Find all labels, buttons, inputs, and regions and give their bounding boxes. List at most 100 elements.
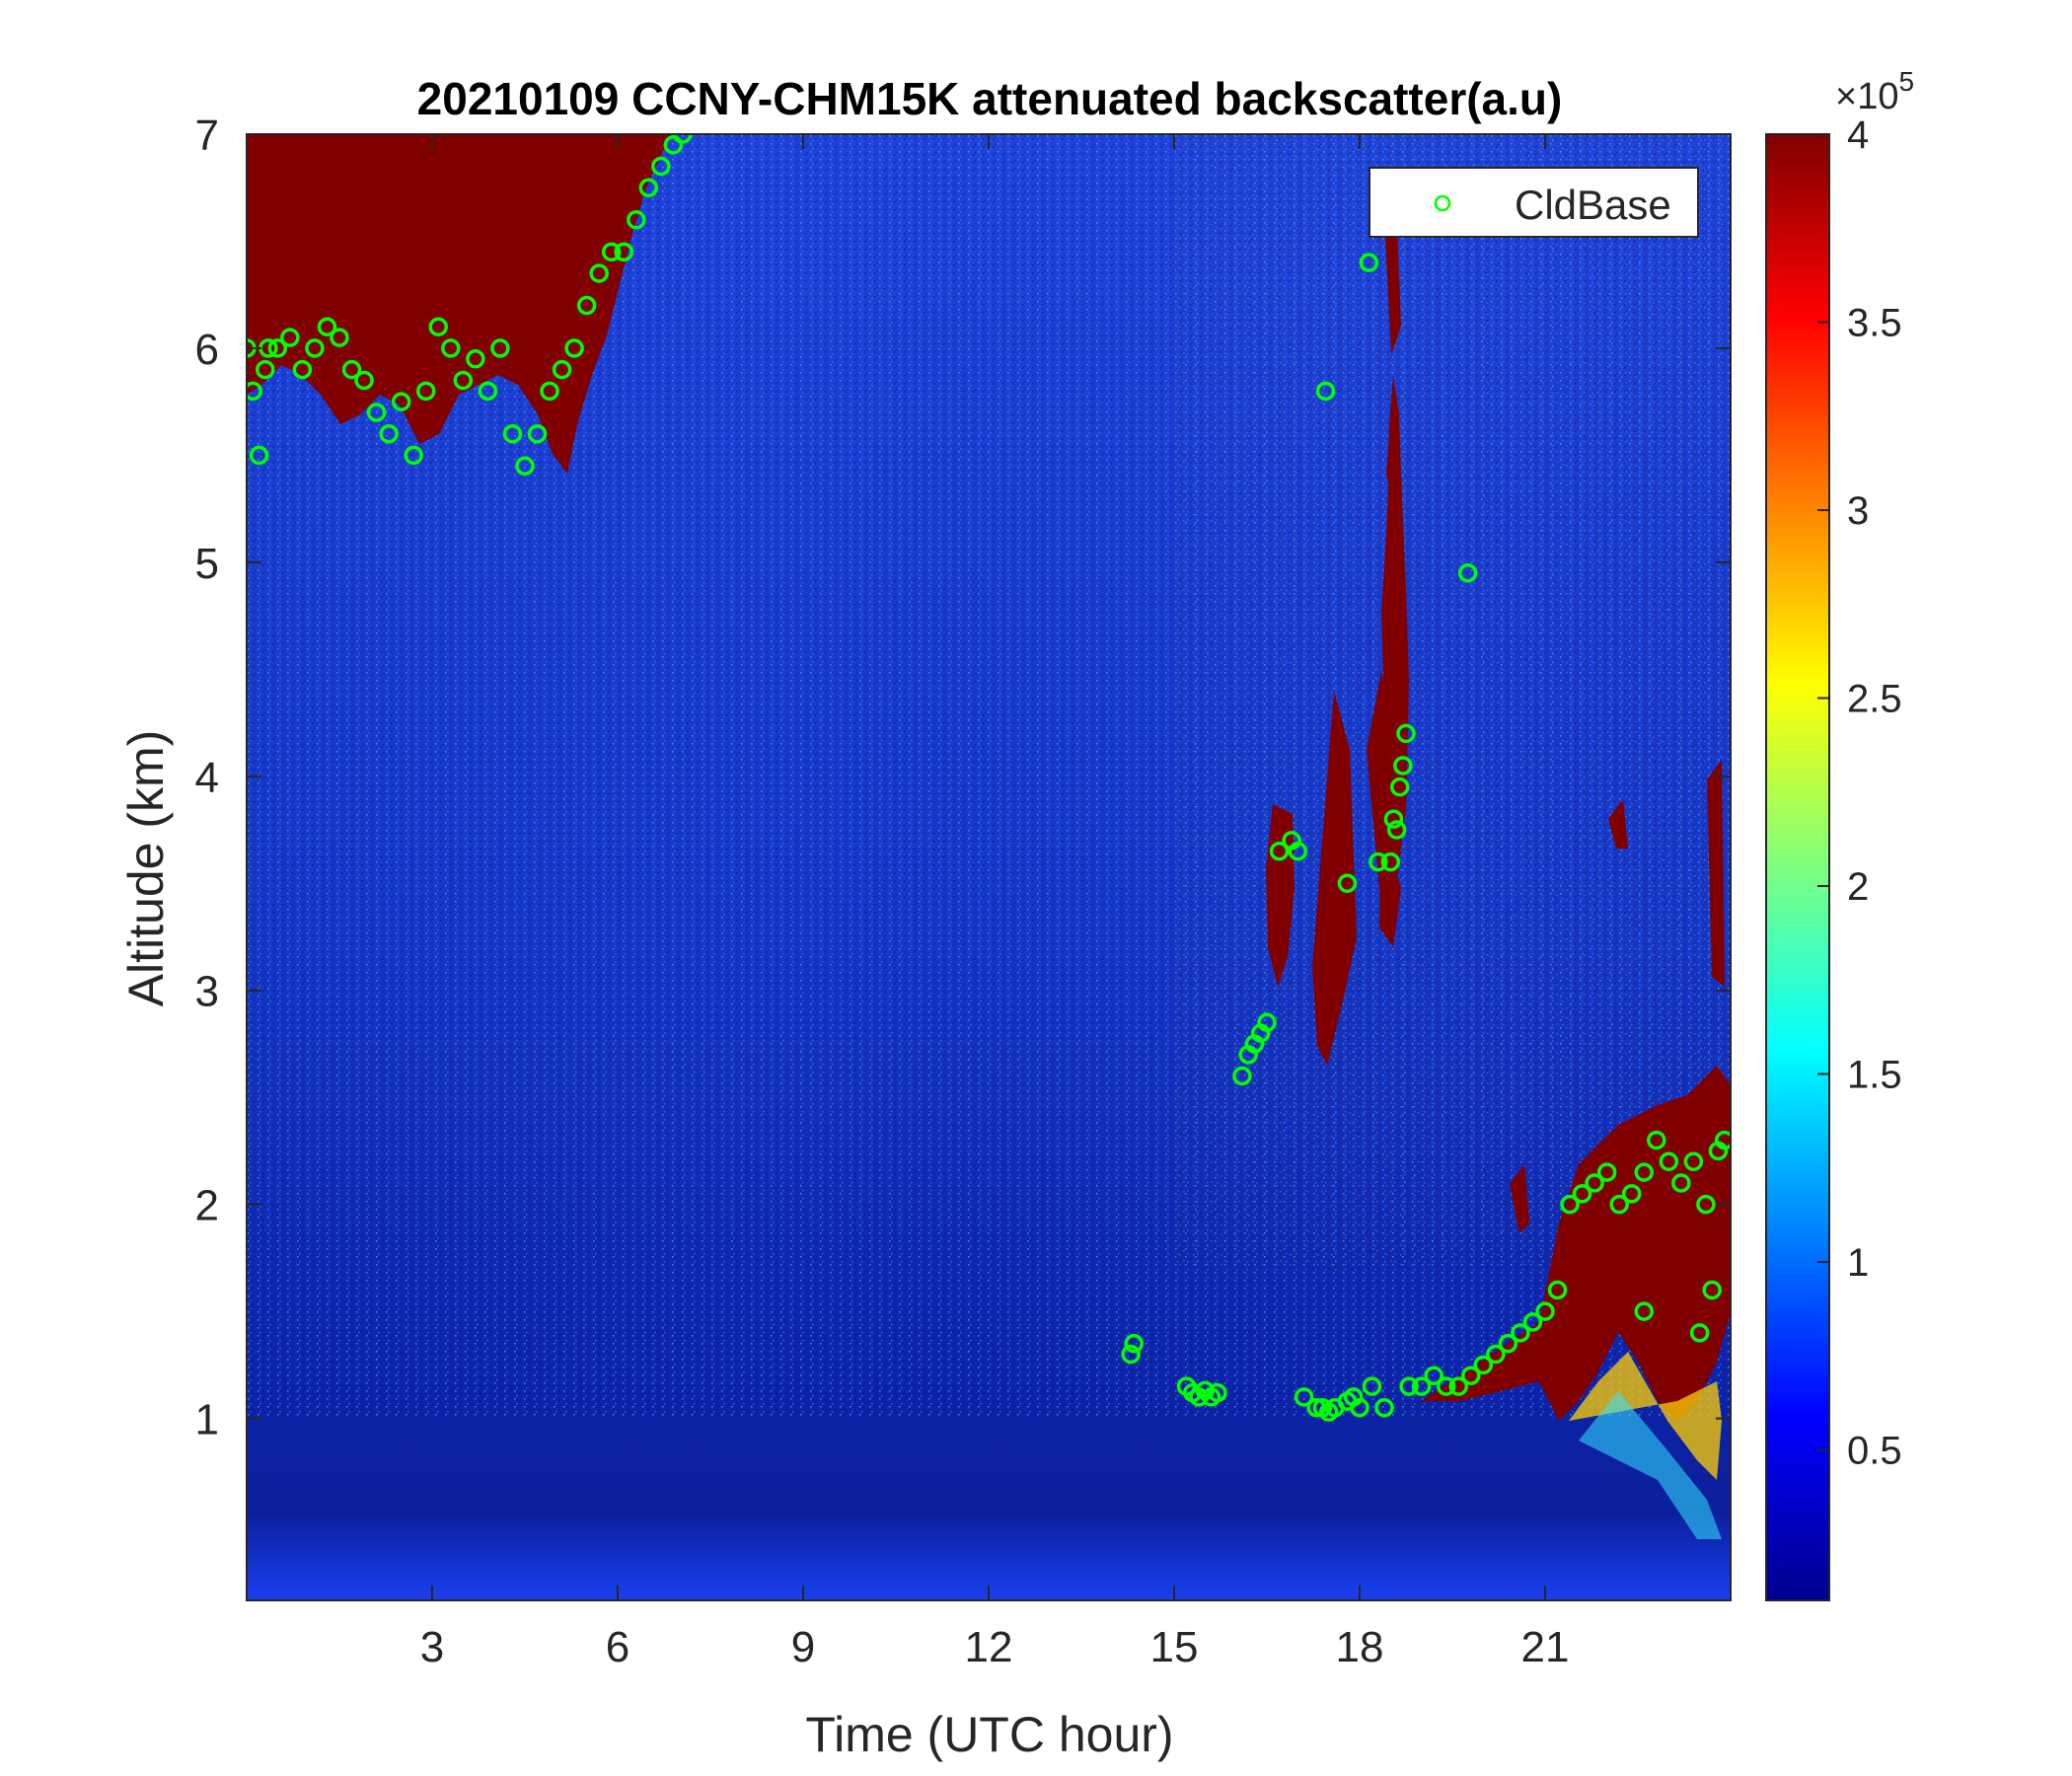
cldbase-point (1350, 1398, 1369, 1418)
cldbase-point (540, 381, 559, 402)
cldbase-point (267, 338, 288, 358)
cldbase-point (354, 370, 374, 391)
colorbar-multiplier: ×105 (1835, 66, 1914, 117)
cldbase-point (280, 328, 300, 347)
cldbase-point (576, 295, 597, 316)
chart-title: 20210109 CCNY-CHM15K attenuated backscat… (417, 73, 1563, 124)
cldbase-point (453, 370, 474, 391)
cldbase-point (1124, 1333, 1145, 1354)
cldbase-point (441, 338, 461, 358)
cldbase-point (305, 338, 325, 358)
cldbase-point (1374, 1398, 1394, 1418)
cldbase-point (1702, 1280, 1722, 1300)
colorbar-multiplier-base: ×10 (1835, 76, 1898, 117)
colorbar-multiplier-exponent: 5 (1898, 66, 1914, 97)
x-tick-label: 15 (1150, 1623, 1199, 1671)
y-tick-label: 1 (195, 1396, 219, 1444)
colorbar-tick-label: 2 (1847, 865, 1869, 909)
cloud-region-late-tops (1510, 1164, 1529, 1233)
cloud-region-late (1421, 1066, 1731, 1421)
colorbar-tick-label: 3.5 (1847, 302, 1902, 345)
cldbase-point (564, 338, 584, 358)
cloud-region-afternoon-5 (1385, 227, 1401, 355)
cldbase-point (1436, 1376, 1456, 1396)
cldbase-point (1547, 1280, 1568, 1300)
y-tick-label: 5 (195, 540, 219, 588)
cldbase-point (638, 178, 659, 197)
legend: CldBase (1369, 167, 1699, 238)
cldbase-point (1315, 381, 1336, 402)
cldbase-point (1359, 253, 1379, 272)
cldbase-point (663, 135, 684, 155)
x-tick-label: 18 (1336, 1623, 1384, 1671)
x-tick-label: 12 (965, 1623, 1013, 1671)
colorbar-ticks: 0.5 1 1.5 2 2.5 3 3.5 4 (1817, 113, 1902, 1473)
y-tick-label: 2 (195, 1182, 219, 1230)
cldbase-point (552, 359, 572, 380)
cldbase-point (1609, 1194, 1629, 1215)
cldbase-point (415, 381, 436, 402)
colorbar-tick-label: 3 (1847, 489, 1869, 533)
cldbase-point (1448, 1376, 1469, 1396)
cldbase-point (1683, 1151, 1704, 1172)
colorbar-tick-label: 1 (1847, 1241, 1869, 1285)
cldbase-point (341, 359, 362, 380)
x-tick-label: 21 (1521, 1623, 1570, 1671)
cldbase-point (366, 403, 387, 422)
cldbase-point (428, 317, 449, 336)
cloud-fringe-late-cyan (1579, 1391, 1722, 1539)
cldbase-point (1362, 1376, 1382, 1396)
y-tick-label: 6 (195, 326, 219, 374)
heatmap-noise-afternoon (1174, 134, 1731, 1269)
cldbase-point (1396, 723, 1416, 744)
y-tick-label: 7 (195, 111, 219, 160)
cldbase-point (1511, 1323, 1530, 1343)
y-axis: 1 2 3 4 5 6 7 (195, 111, 1731, 1444)
cldbase-point (1486, 1344, 1506, 1365)
legend-label: CldBase (1515, 182, 1671, 228)
cldbase-point (1399, 1376, 1419, 1396)
cldbase-point (1585, 1173, 1604, 1193)
cldbase-point (1121, 1344, 1141, 1365)
cldbase-point (1634, 1301, 1655, 1321)
y-axis-label: Altitude (km) (118, 730, 174, 1007)
cldbase-point (247, 381, 263, 402)
colorbar-tick-label: 1.5 (1847, 1054, 1902, 1097)
cldbase-point (478, 381, 498, 402)
cldbase-point (1208, 1382, 1227, 1403)
cldbase-point (1596, 1162, 1617, 1182)
cldbase-point (379, 423, 399, 444)
cldbase-point (1232, 1066, 1252, 1086)
y-tick-label: 3 (195, 968, 219, 1016)
x-axis: 3 6 9 12 15 18 21 (420, 134, 1570, 1671)
cldbase-point (601, 242, 622, 262)
cloud-region-vertical-streak (1379, 375, 1409, 927)
cldbase-point (317, 317, 337, 336)
cldbase-point (466, 349, 485, 369)
cldbase-point (1714, 1130, 1731, 1150)
cldbase-point (1288, 841, 1308, 861)
cldbase-point (527, 423, 548, 444)
cldbase-point (1257, 1012, 1277, 1033)
cldbase-point (1337, 873, 1358, 894)
cldbase-point (673, 134, 693, 144)
x-tick-label: 6 (606, 1623, 629, 1671)
cloud-region-late-tops-3 (1707, 760, 1725, 987)
cldbase-point (1411, 1376, 1432, 1396)
cldbase-point (1634, 1162, 1655, 1182)
cldbase-point (1389, 777, 1410, 797)
cldbase-markers (247, 134, 1731, 1422)
cldbase-point (1498, 1333, 1518, 1354)
colorbar: 0.5 1 1.5 2 2.5 3 3.5 4 ×105 (1765, 66, 1914, 1601)
x-tick-label: 9 (791, 1623, 815, 1671)
cldbase-point (391, 392, 411, 411)
cloud-region-early-high (247, 134, 671, 474)
cldbase-point (1380, 851, 1401, 872)
cldbase-point (1294, 1387, 1314, 1407)
cldbase-point (1424, 1366, 1443, 1385)
colorbar-gradient (1765, 133, 1830, 1601)
cldbase-point (1572, 1184, 1592, 1204)
cldbase-point (1386, 820, 1407, 840)
cloud-region-late-tops-2 (1608, 799, 1628, 849)
